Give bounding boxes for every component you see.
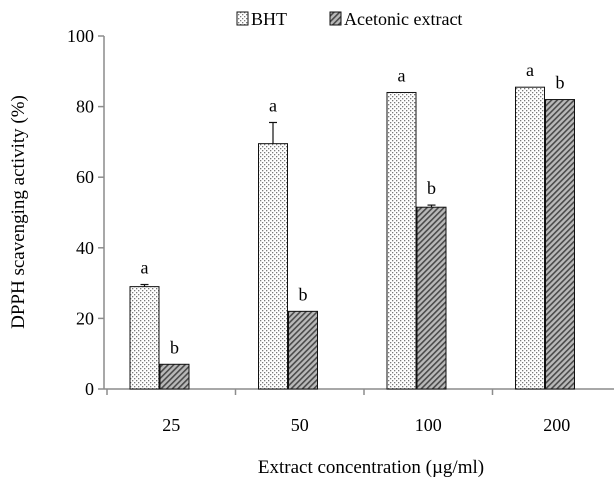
- significance-letter: b: [556, 73, 565, 93]
- significance-letter: a: [526, 60, 534, 80]
- legend-swatch-acetonic: [329, 11, 342, 26]
- significance-letter: b: [299, 284, 308, 304]
- y-axis-label: DPPH scavenging activity (%): [8, 95, 29, 329]
- legend: BHT Acetonic extract: [236, 9, 462, 29]
- bar-bht-200: [515, 86, 545, 390]
- bar-acetonic-25: [159, 363, 190, 390]
- y-tick-label: 80: [76, 97, 94, 117]
- bar-bht-25: [129, 286, 160, 390]
- legend-label-bht: BHT: [251, 9, 287, 29]
- x-tick-label: 25: [162, 415, 180, 435]
- axes: 0 20 40 60 80 100 25 50 100 200: [67, 26, 614, 435]
- bar-acetonic-200: [545, 99, 575, 390]
- significance-letter: a: [398, 65, 406, 85]
- legend-swatch-bht: [236, 11, 249, 26]
- significance-letter: b: [170, 337, 179, 357]
- y-tick-label: 40: [76, 238, 94, 258]
- y-tick-label: 20: [76, 308, 94, 328]
- bar-acetonic-100: [416, 206, 447, 390]
- bar-bht-50: [258, 143, 288, 390]
- significance-letter: a: [269, 95, 277, 115]
- legend-label-acetonic: Acetonic extract: [344, 9, 462, 29]
- x-axis-label: Extract concentration (µg/ml): [258, 457, 484, 478]
- bar-bht-100: [386, 91, 417, 390]
- y-tick-label: 100: [67, 26, 94, 46]
- x-tick-label: 200: [543, 415, 570, 435]
- x-tick-label: 100: [415, 415, 442, 435]
- significance-letter: a: [141, 258, 149, 278]
- y-tick-label: 0: [85, 379, 94, 399]
- y-tick-label: 60: [76, 167, 94, 187]
- bars: a a a a b b b b: [129, 60, 575, 390]
- x-tick-label: 50: [291, 415, 309, 435]
- significance-letter: b: [427, 178, 436, 198]
- bar-acetonic-50: [288, 310, 318, 390]
